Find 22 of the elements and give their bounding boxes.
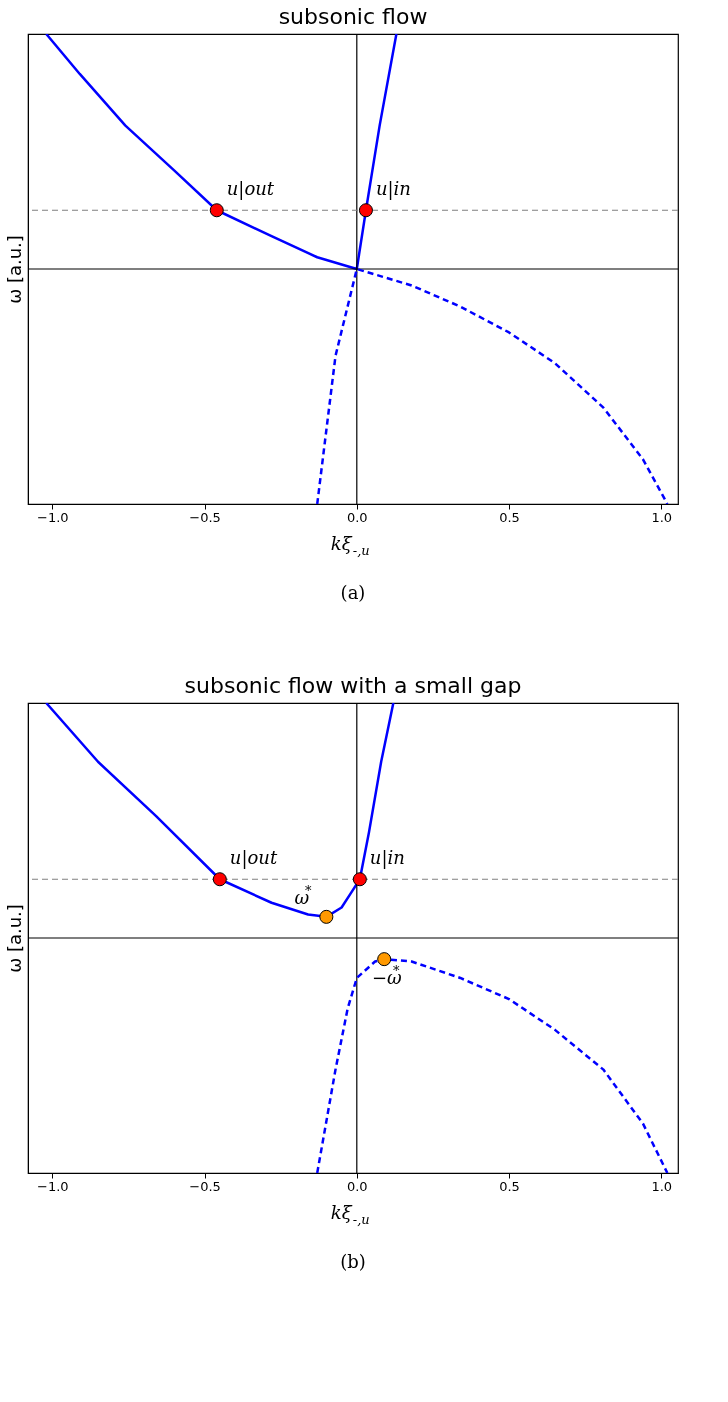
text: (b) xyxy=(340,1251,366,1272)
x-tick-label: 0.5 xyxy=(499,509,520,525)
x-tick-label: 0.0 xyxy=(346,509,368,525)
x-tick-label: −1.0 xyxy=(37,1178,69,1194)
chart-title: subsonic flow xyxy=(278,4,428,30)
annotation: u|in xyxy=(369,847,405,870)
annotation: u|out xyxy=(229,847,278,870)
y-axis-title: ω [a.u.] xyxy=(3,904,25,973)
annotation: ω* xyxy=(294,882,313,908)
text: (a) xyxy=(340,582,366,603)
x-tick-label: 0.0 xyxy=(346,1178,368,1194)
x-tick-label: −1.0 xyxy=(37,509,69,525)
x-tick-label: 1.0 xyxy=(651,509,673,525)
x-tick-label: 0.5 xyxy=(499,1178,520,1194)
x-tick-label: 1.0 xyxy=(651,1178,673,1194)
annotation: u|out xyxy=(226,178,275,201)
annotation: u|in xyxy=(375,178,411,201)
y-axis-title: ω [a.u.] xyxy=(3,235,25,304)
chart-title: subsonic flow with a small gap xyxy=(184,673,522,699)
annotation: −ω* xyxy=(372,963,403,989)
x-tick-label: −0.5 xyxy=(189,509,221,525)
x-tick-label: −0.5 xyxy=(189,1178,221,1194)
